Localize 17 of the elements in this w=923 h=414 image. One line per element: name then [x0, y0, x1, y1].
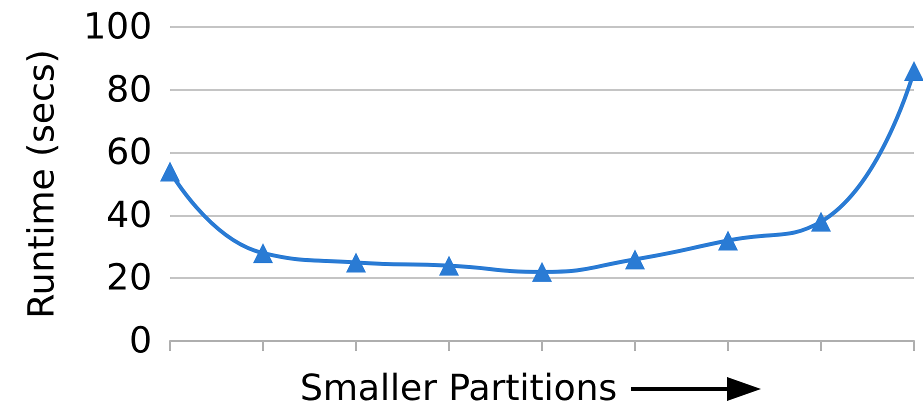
x-axis-title: Smaller Partitions — [300, 368, 618, 409]
y-tick-label: 80 — [106, 69, 152, 110]
y-tick-label: 60 — [106, 132, 152, 174]
y-tick-label: 100 — [83, 6, 152, 48]
point — [718, 230, 738, 251]
point — [253, 243, 273, 264]
point — [625, 249, 645, 270]
point — [904, 60, 923, 81]
point — [160, 161, 180, 182]
y-axis-title: Runtime (secs) — [22, 49, 62, 319]
point — [346, 252, 366, 272]
point — [439, 256, 459, 276]
y-tick-label: 40 — [106, 194, 152, 236]
point — [811, 212, 831, 232]
y-tick-label: 20 — [106, 258, 152, 299]
point — [532, 262, 552, 282]
y-tick-label: 0 — [129, 320, 152, 362]
